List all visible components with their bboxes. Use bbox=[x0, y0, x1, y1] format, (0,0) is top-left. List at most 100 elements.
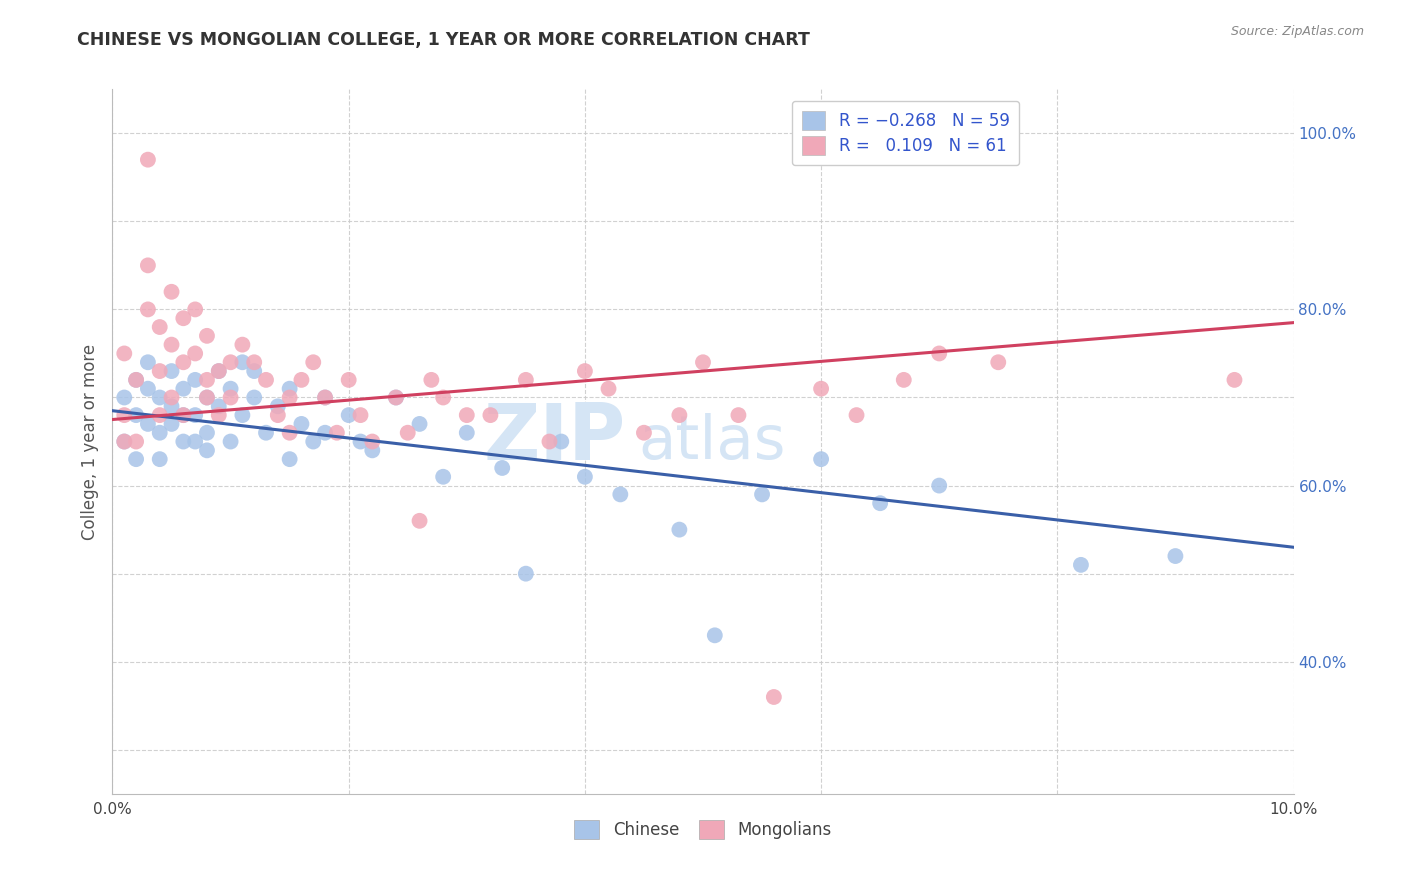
Point bbox=[184, 373, 207, 387]
Point bbox=[184, 434, 207, 449]
Point bbox=[928, 346, 950, 360]
Point bbox=[574, 364, 596, 378]
Point bbox=[125, 373, 148, 387]
Point bbox=[208, 364, 231, 378]
Point bbox=[254, 425, 277, 440]
Point bbox=[243, 391, 266, 405]
Point bbox=[208, 408, 231, 422]
Point bbox=[385, 391, 408, 405]
Y-axis label: College, 1 year or more: College, 1 year or more bbox=[80, 343, 98, 540]
Point bbox=[928, 478, 950, 492]
Point bbox=[136, 382, 159, 396]
Point bbox=[172, 408, 194, 422]
Point bbox=[278, 391, 301, 405]
Point bbox=[208, 400, 231, 414]
Point bbox=[290, 417, 312, 431]
Point bbox=[314, 391, 336, 405]
Point bbox=[112, 408, 135, 422]
Point bbox=[172, 408, 194, 422]
Point bbox=[184, 408, 207, 422]
Text: Source: ZipAtlas.com: Source: ZipAtlas.com bbox=[1230, 25, 1364, 38]
Point bbox=[337, 408, 360, 422]
Point bbox=[349, 408, 371, 422]
Point bbox=[219, 391, 242, 405]
Point bbox=[515, 373, 537, 387]
Point bbox=[160, 364, 183, 378]
Point bbox=[278, 382, 301, 396]
Point bbox=[278, 452, 301, 467]
Point bbox=[231, 337, 253, 351]
Point bbox=[136, 355, 159, 369]
Point bbox=[112, 434, 135, 449]
Point bbox=[160, 391, 183, 405]
Point bbox=[515, 566, 537, 581]
Point bbox=[751, 487, 773, 501]
Point bbox=[314, 391, 336, 405]
Point bbox=[326, 425, 349, 440]
Point bbox=[278, 425, 301, 440]
Point bbox=[633, 425, 655, 440]
Point bbox=[349, 434, 371, 449]
Point bbox=[136, 417, 159, 431]
Point bbox=[668, 408, 690, 422]
Point bbox=[254, 373, 277, 387]
Point bbox=[172, 355, 194, 369]
Point bbox=[810, 382, 832, 396]
Point bbox=[149, 391, 172, 405]
Text: CHINESE VS MONGOLIAN COLLEGE, 1 YEAR OR MORE CORRELATION CHART: CHINESE VS MONGOLIAN COLLEGE, 1 YEAR OR … bbox=[77, 31, 810, 49]
Point bbox=[302, 355, 325, 369]
Point bbox=[609, 487, 631, 501]
Point bbox=[160, 417, 183, 431]
Point bbox=[195, 373, 218, 387]
Point bbox=[219, 382, 242, 396]
Point bbox=[432, 391, 454, 405]
Point bbox=[195, 425, 218, 440]
Point bbox=[231, 408, 253, 422]
Point bbox=[195, 328, 218, 343]
Text: ZIP: ZIP bbox=[484, 400, 626, 476]
Point bbox=[267, 400, 290, 414]
Point bbox=[112, 434, 135, 449]
Point bbox=[208, 364, 231, 378]
Point bbox=[160, 285, 183, 299]
Point bbox=[987, 355, 1010, 369]
Point bbox=[184, 302, 207, 317]
Point bbox=[149, 425, 172, 440]
Point bbox=[314, 425, 336, 440]
Point bbox=[136, 302, 159, 317]
Point bbox=[703, 628, 725, 642]
Point bbox=[195, 391, 218, 405]
Point bbox=[408, 514, 430, 528]
Point bbox=[456, 425, 478, 440]
Point bbox=[172, 434, 194, 449]
Text: atlas: atlas bbox=[638, 414, 786, 473]
Point bbox=[491, 461, 513, 475]
Point bbox=[219, 434, 242, 449]
Point bbox=[136, 259, 159, 273]
Point bbox=[160, 400, 183, 414]
Point bbox=[420, 373, 443, 387]
Point bbox=[762, 690, 785, 704]
Point bbox=[337, 373, 360, 387]
Point bbox=[692, 355, 714, 369]
Point bbox=[550, 434, 572, 449]
Point bbox=[538, 434, 561, 449]
Point bbox=[112, 346, 135, 360]
Point bbox=[184, 346, 207, 360]
Point bbox=[219, 355, 242, 369]
Point bbox=[290, 373, 312, 387]
Point bbox=[432, 469, 454, 483]
Point bbox=[125, 434, 148, 449]
Point bbox=[149, 452, 172, 467]
Point bbox=[231, 355, 253, 369]
Point bbox=[1164, 549, 1187, 563]
Point bbox=[136, 153, 159, 167]
Point bbox=[408, 417, 430, 431]
Point bbox=[598, 382, 620, 396]
Point bbox=[810, 452, 832, 467]
Point bbox=[385, 391, 408, 405]
Legend: Chinese, Mongolians: Chinese, Mongolians bbox=[568, 813, 838, 846]
Point bbox=[160, 337, 183, 351]
Point bbox=[195, 443, 218, 458]
Point bbox=[195, 391, 218, 405]
